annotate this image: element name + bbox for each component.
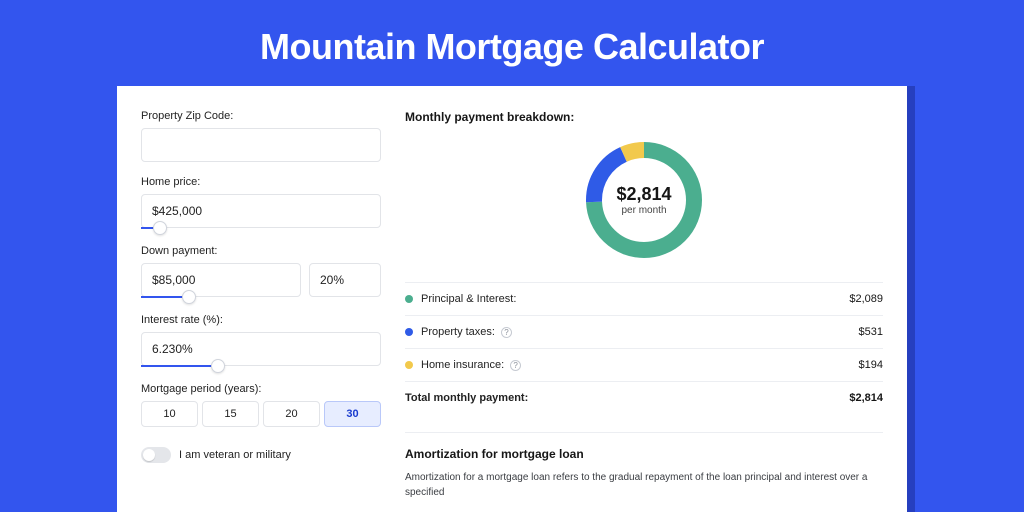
legend-total-label: Total monthly payment: bbox=[405, 392, 528, 404]
interest-rate-slider[interactable] bbox=[141, 365, 381, 369]
period-button-10[interactable]: 10 bbox=[141, 401, 198, 427]
legend-total-value: $2,814 bbox=[849, 392, 883, 404]
legend-total-row: Total monthly payment: $2,814 bbox=[405, 382, 883, 414]
amortization-block: Amortization for mortgage loan Amortizat… bbox=[405, 432, 883, 500]
breakdown-title: Monthly payment breakdown: bbox=[405, 110, 883, 124]
period-field: Mortgage period (years): 10152030 bbox=[141, 383, 381, 427]
form-column: Property Zip Code: Home price: Down paym… bbox=[141, 110, 381, 512]
period-label: Mortgage period (years): bbox=[141, 383, 381, 395]
zip-label: Property Zip Code: bbox=[141, 110, 381, 122]
home-price-field: Home price: bbox=[141, 176, 381, 231]
legend-label: Principal & Interest: bbox=[421, 293, 516, 305]
period-button-15[interactable]: 15 bbox=[202, 401, 259, 427]
veteran-row: I am veteran or military bbox=[141, 447, 381, 463]
period-buttons: 10152030 bbox=[141, 401, 381, 427]
legend-label: Property taxes: bbox=[421, 326, 495, 338]
page-title: Mountain Mortgage Calculator bbox=[0, 0, 1024, 86]
down-payment-percent-input[interactable] bbox=[309, 263, 381, 297]
legend-dot-icon bbox=[405, 328, 413, 336]
legend-row: Home insurance:? $194 bbox=[405, 349, 883, 382]
legend-row: Principal & Interest: $2,089 bbox=[405, 283, 883, 316]
home-price-slider[interactable] bbox=[141, 227, 381, 231]
veteran-toggle[interactable] bbox=[141, 447, 171, 463]
donut-chart: $2,814 per month bbox=[405, 136, 883, 276]
amortization-title: Amortization for mortgage loan bbox=[405, 447, 883, 461]
down-payment-field: Down payment: bbox=[141, 245, 381, 300]
interest-rate-field: Interest rate (%): bbox=[141, 314, 381, 369]
down-payment-slider[interactable] bbox=[141, 296, 381, 300]
legend-dot-icon bbox=[405, 295, 413, 303]
period-button-20[interactable]: 20 bbox=[263, 401, 320, 427]
home-price-label: Home price: bbox=[141, 176, 381, 188]
home-price-input[interactable] bbox=[141, 194, 381, 228]
interest-rate-input[interactable] bbox=[141, 332, 381, 366]
legend-dot-icon bbox=[405, 361, 413, 369]
veteran-label: I am veteran or military bbox=[179, 449, 291, 461]
info-icon[interactable]: ? bbox=[501, 327, 512, 338]
zip-field: Property Zip Code: bbox=[141, 110, 381, 162]
calculator-panel: Property Zip Code: Home price: Down paym… bbox=[117, 86, 907, 512]
amortization-body: Amortization for a mortgage loan refers … bbox=[405, 471, 883, 500]
donut-center-sub: per month bbox=[621, 205, 666, 216]
legend-label: Home insurance: bbox=[421, 359, 504, 371]
info-icon[interactable]: ? bbox=[510, 360, 521, 371]
zip-input[interactable] bbox=[141, 128, 381, 162]
legend-value: $194 bbox=[859, 359, 883, 371]
down-payment-label: Down payment: bbox=[141, 245, 381, 257]
legend-value: $531 bbox=[859, 326, 883, 338]
period-button-30[interactable]: 30 bbox=[324, 401, 381, 427]
interest-rate-label: Interest rate (%): bbox=[141, 314, 381, 326]
donut-center-value: $2,814 bbox=[616, 184, 671, 205]
breakdown-column: Monthly payment breakdown: $2,814 per mo… bbox=[405, 110, 883, 512]
legend-row: Property taxes:? $531 bbox=[405, 316, 883, 349]
legend-value: $2,089 bbox=[849, 293, 883, 305]
down-payment-amount-input[interactable] bbox=[141, 263, 301, 297]
